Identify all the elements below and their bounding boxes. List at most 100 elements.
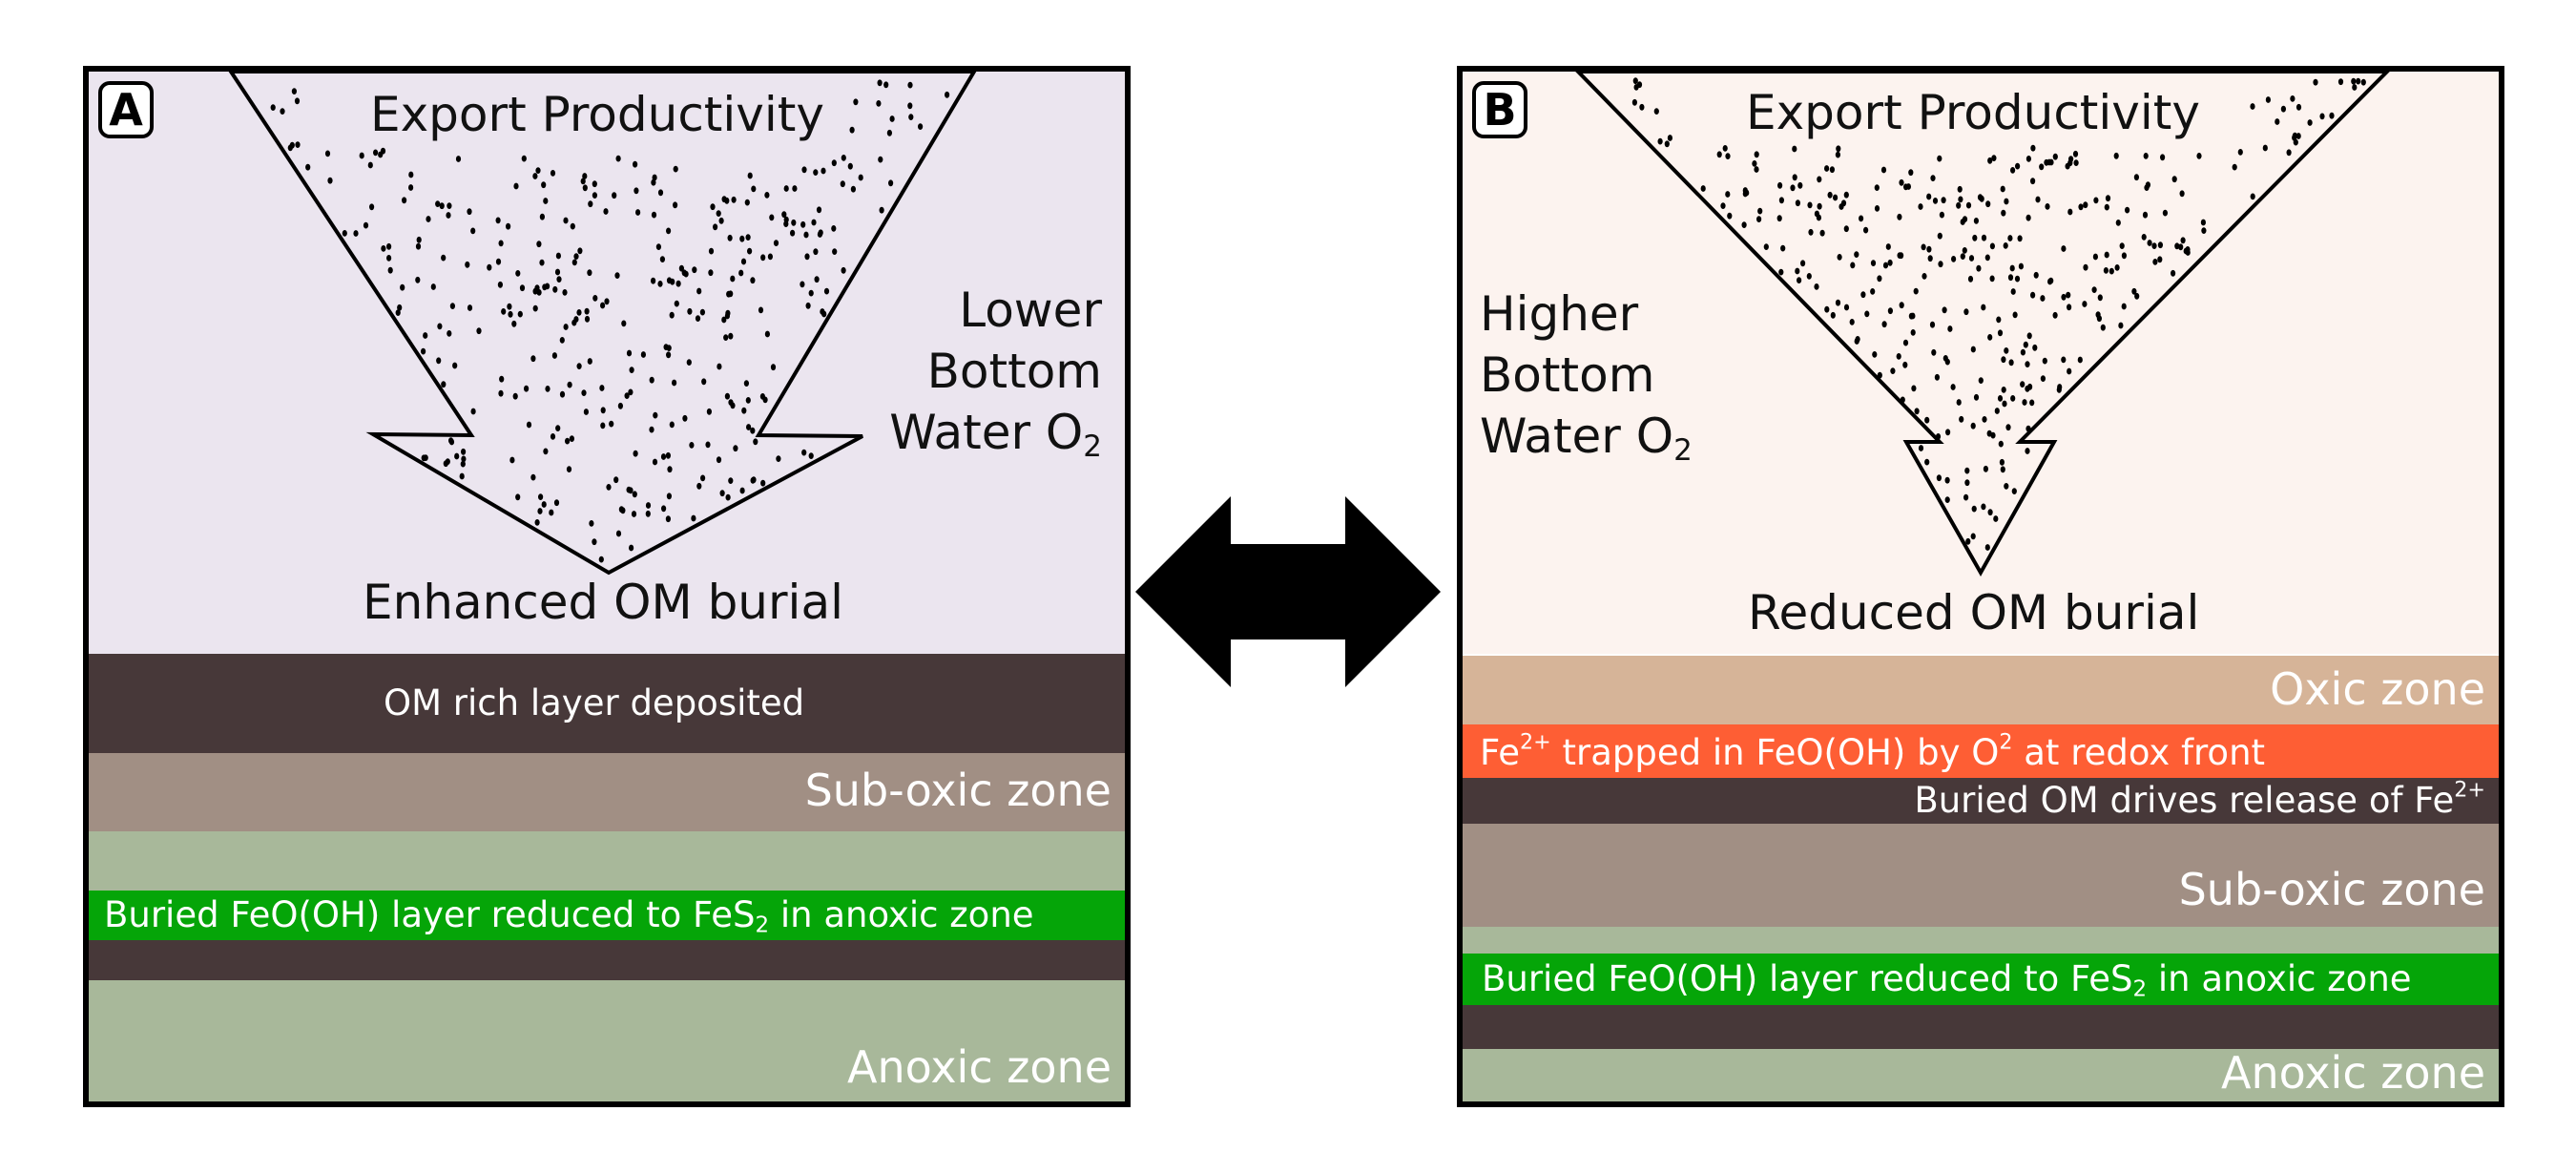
particle-dot <box>1958 196 1963 203</box>
particle-dot <box>669 311 675 319</box>
particle-dot <box>573 253 579 260</box>
particle-dot <box>2000 185 2005 193</box>
particle-dot <box>666 493 673 500</box>
particle-dot <box>291 88 297 94</box>
particle-dot <box>2025 214 2031 221</box>
particle-dot <box>2002 400 2007 408</box>
particle-dot <box>327 177 333 184</box>
particle-dot <box>1797 181 1803 189</box>
particle-dot <box>813 248 819 256</box>
particle-dot <box>570 222 575 230</box>
particle-dot <box>381 245 386 252</box>
particle-dot <box>408 171 414 178</box>
particle-dot <box>1937 232 1942 240</box>
particle-dot <box>1942 306 1947 314</box>
particle-dot <box>545 283 551 290</box>
particle-dot <box>582 184 588 192</box>
export-funnel <box>228 72 977 576</box>
particle-dot <box>821 167 826 175</box>
particle-dot <box>1725 191 1731 198</box>
particle-dot <box>452 362 458 369</box>
particle-dot <box>536 241 542 248</box>
particle-dot <box>470 408 476 415</box>
particle-dot <box>592 295 598 302</box>
particle-dot <box>397 304 403 311</box>
particle-dot <box>2104 251 2109 259</box>
particle-dot <box>1872 351 1878 358</box>
particle-dot <box>2067 367 2072 375</box>
particle-dot <box>1924 416 1930 424</box>
particle-dot <box>751 185 757 193</box>
anoxic-label: Anoxic zone <box>846 1041 1111 1093</box>
particle-dot <box>2030 291 2036 299</box>
particle-dot <box>1792 145 1797 153</box>
sub-oxic-layer <box>1463 824 2499 927</box>
particle-dot <box>598 556 604 563</box>
particle-dot <box>808 289 814 297</box>
particle-dot <box>2131 287 2137 295</box>
particle-dot <box>2103 267 2109 274</box>
particle-dot <box>415 276 421 283</box>
particle-dot <box>741 407 747 414</box>
particle-dot <box>2179 190 2185 198</box>
particle-dot <box>1911 385 1917 392</box>
particle-dot <box>2105 195 2111 202</box>
particle-dot <box>553 499 560 507</box>
particle-dot <box>569 435 574 442</box>
particle-dot <box>445 458 450 465</box>
particle-dot <box>2023 341 2028 348</box>
particle-dot <box>423 454 428 461</box>
particle-dot <box>587 358 592 365</box>
particle-dot <box>823 287 830 295</box>
particle-dot <box>2004 198 2009 205</box>
particle-dot <box>2025 448 2030 454</box>
particle-dot <box>449 303 455 309</box>
anoxic-label: Anoxic zone <box>2220 1047 2485 1099</box>
particle-dot <box>592 180 597 188</box>
particle-dot <box>588 200 593 208</box>
particle-dot <box>633 450 638 457</box>
particle-dot <box>460 460 466 468</box>
particle-dot <box>2040 375 2046 382</box>
anoxic-layer <box>89 980 1125 1101</box>
particle-dot <box>716 210 721 218</box>
redox-front-label: Fe2+ trapped in FeO(OH) by O2 at redox f… <box>1480 729 2266 773</box>
particle-dot <box>728 477 734 484</box>
particle-dot <box>1882 262 1889 269</box>
particle-dot <box>621 320 627 327</box>
particle-dot <box>1983 465 1988 472</box>
particle-dot <box>2151 242 2157 249</box>
particle-dot <box>1967 275 1974 283</box>
particle-dot <box>447 202 452 210</box>
particle-dot <box>1887 307 1893 315</box>
particle-dot <box>1819 229 1825 237</box>
particle-dot <box>811 219 817 226</box>
particle-dot <box>2160 154 2166 161</box>
particle-dot <box>886 129 893 136</box>
particle-dot <box>744 199 750 206</box>
particle-dot <box>555 252 561 260</box>
particle-dot <box>666 345 672 351</box>
particle-dot <box>2250 103 2255 110</box>
particle-dot <box>814 276 820 283</box>
particle-dot <box>402 197 407 204</box>
particle-dot <box>628 487 634 494</box>
particle-dot <box>538 493 544 500</box>
particle-dot <box>532 287 538 295</box>
particle-dot <box>1965 201 1972 209</box>
particle-dot <box>1978 377 1984 384</box>
particle-dot <box>559 337 565 344</box>
particle-dot <box>524 385 530 392</box>
particle-dot <box>487 263 492 271</box>
particle-dot <box>2232 163 2237 171</box>
particle-dot <box>2001 356 2006 364</box>
particle-dot <box>1859 215 1864 222</box>
particle-dot <box>2000 466 2005 473</box>
particle-dot <box>1944 476 1950 484</box>
particle-dot <box>728 332 734 340</box>
particle-dot <box>645 502 652 509</box>
particle-dot <box>2061 356 2067 364</box>
particle-dot <box>539 259 545 266</box>
particle-dot <box>448 437 454 444</box>
particle-dot <box>1657 137 1663 145</box>
